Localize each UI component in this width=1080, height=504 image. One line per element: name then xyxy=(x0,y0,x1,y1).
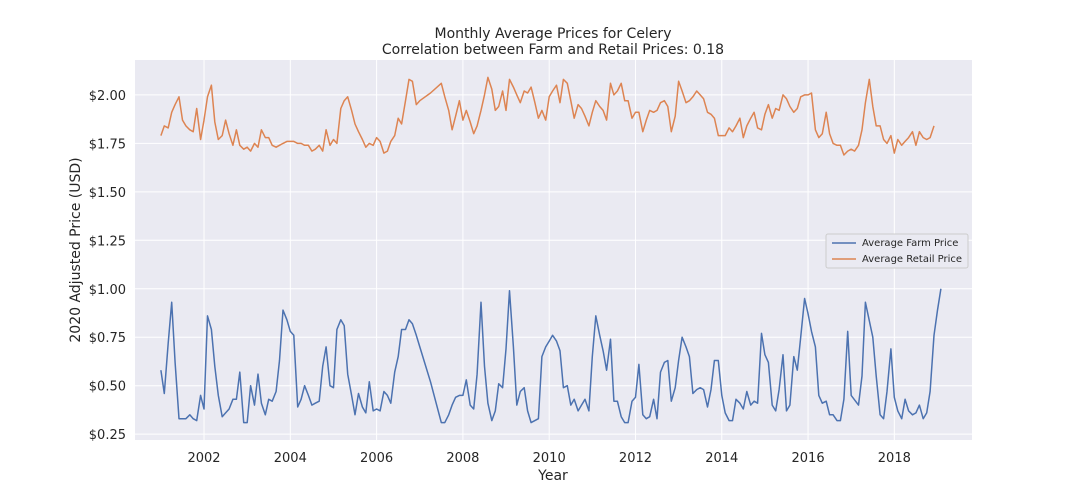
x-tick-labels: 2002 2004 2006 2008 2010 2012 2014 2016 2018 xyxy=(187,451,910,466)
series-line-farm-price xyxy=(160,288,942,424)
y-axis-label: 2020 Adjusted Price (USD) xyxy=(68,157,84,342)
x-tick-label: 2002 xyxy=(187,451,220,466)
y-tick-label: $2.00 xyxy=(89,89,126,104)
series-line-retail-price xyxy=(160,76,935,156)
x-tick-label: 2008 xyxy=(446,451,479,466)
x-tick-label: 2018 xyxy=(878,451,911,466)
legend-box xyxy=(825,233,969,269)
y-tick-label: $1.25 xyxy=(89,234,126,249)
y-tick-label: $0.25 xyxy=(89,428,126,443)
y-tick-label: $1.50 xyxy=(89,186,126,201)
y-tick-label: $1.00 xyxy=(89,283,126,298)
x-tick-label: 2016 xyxy=(792,451,825,466)
chart-title: Monthly Average Prices for Celery xyxy=(435,26,672,42)
y-tick-label: $0.75 xyxy=(89,331,126,346)
grid-lines xyxy=(135,60,972,440)
x-tick-label: 2006 xyxy=(360,451,393,466)
y-tick-label: $0.50 xyxy=(89,380,126,395)
legend: Average Farm Price Average Retail Price xyxy=(825,233,969,269)
legend-label-farm: Average Farm Price xyxy=(862,238,958,249)
x-tick-label: 2010 xyxy=(533,451,566,466)
x-axis-label: Year xyxy=(537,468,568,484)
x-tick-label: 2004 xyxy=(274,451,307,466)
y-tick-labels: $0.25 $0.50 $0.75 $1.00 $1.25 $1.50 $1.75 $2.00 xyxy=(89,89,126,443)
y-tick-label: $1.75 xyxy=(89,137,126,152)
chart-subtitle: Correlation between Farm and Retail Pric… xyxy=(382,42,724,58)
x-tick-label: 2014 xyxy=(705,451,738,466)
x-tick-label: 2012 xyxy=(619,451,652,466)
series-layer xyxy=(160,76,942,424)
legend-label-retail: Average Retail Price xyxy=(862,254,962,265)
